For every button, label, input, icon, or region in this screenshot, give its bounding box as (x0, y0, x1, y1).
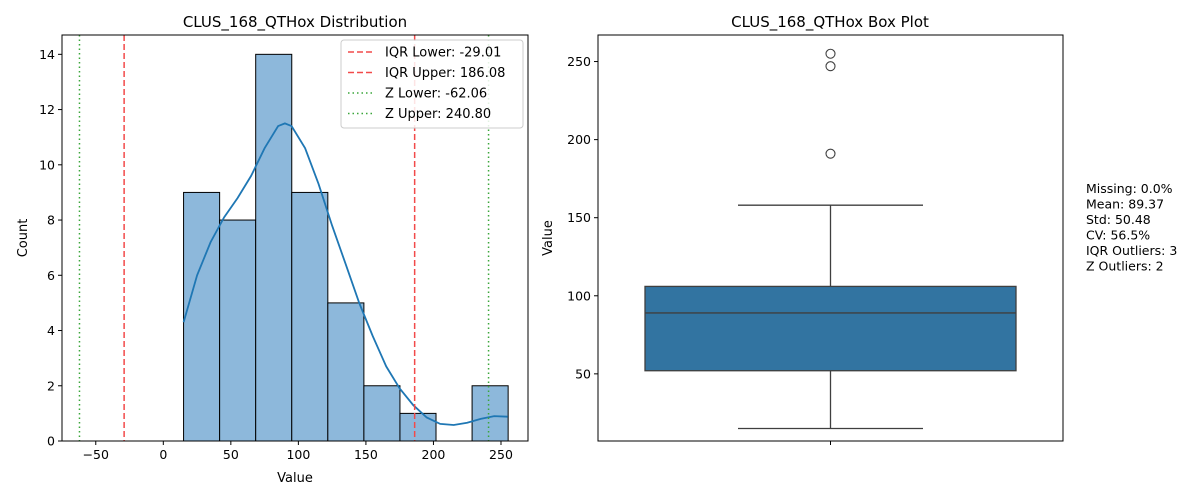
legend-frame (340, 39, 524, 129)
boxplot-y-tick-label: 200 (567, 132, 591, 147)
stats-line: Std: 50.48 (1086, 212, 1151, 227)
stats-line: Mean: 89.37 (1086, 197, 1164, 212)
histogram-title: CLUS_168_QTHox Distribution (183, 13, 407, 32)
boxplot-panel: CLUS_168_QTHox Box Plot 50 100 150 200 250 V… (541, 13, 1064, 445)
legend-label: IQR Lower: -29.01 (385, 46, 501, 61)
histogram-y-tick-label: 8 (47, 213, 55, 228)
boxplot-y-tick-label: 50 (575, 366, 591, 381)
histogram-legend: IQR Lower: -29.01 IQR Upper: 186.08 Z Lowe… (340, 39, 524, 129)
boxplot-y-tick-label: 250 (567, 54, 591, 69)
histogram-x-tick-label: 0 (159, 447, 167, 462)
histogram-panel: CLUS_168_QTHox Distribution −50 0 50 100 150… (16, 13, 529, 486)
histogram-bar (183, 191, 221, 442)
stats-line: Z Outliers: 2 (1086, 259, 1164, 274)
histogram-y-tick-label: 12 (39, 102, 55, 117)
histogram-bar (219, 219, 257, 442)
stats-line: IQR Outliers: 3 (1086, 243, 1177, 258)
histogram-x-tick-label: 250 (489, 447, 513, 462)
histogram-y-tick-label: 6 (47, 268, 55, 283)
histogram-y-tick-label: 14 (39, 47, 55, 62)
stats-line: Missing: 0.0% (1086, 181, 1173, 196)
iqr-box (644, 285, 1017, 372)
histogram-y-tick-label: 0 (47, 434, 55, 449)
histogram-bar (363, 385, 401, 442)
histogram-y-tick-label: 2 (47, 378, 55, 393)
histogram-y-tick-label: 10 (39, 157, 55, 172)
histogram-bar (327, 302, 365, 442)
histogram-y-axis-title: Count (16, 219, 31, 258)
outlier-point (825, 48, 836, 59)
histogram-x-axis-title: Value (277, 471, 313, 486)
histogram-bar (399, 412, 437, 442)
outlier-point (825, 148, 836, 159)
histogram-x-tick-label: 150 (354, 447, 378, 462)
outlier-point (825, 61, 836, 72)
histogram-x-tick-label: −50 (83, 447, 109, 462)
kde-curve (182, 122, 508, 426)
histogram-x-tick-label: 200 (422, 447, 446, 462)
histogram-bar (255, 53, 293, 442)
histogram-bar (291, 191, 329, 442)
legend-label: Z Upper: 240.80 (385, 107, 491, 122)
histogram-x-tick-label: 100 (286, 447, 310, 462)
boxplot-title: CLUS_168_QTHox Box Plot (731, 13, 929, 32)
legend-label: Z Lower: -62.06 (385, 87, 487, 102)
histogram-axes-frame (61, 34, 529, 442)
histogram-bar (471, 385, 509, 442)
stats-line: CV: 56.5% (1086, 228, 1150, 243)
legend-label: IQR Upper: 186.08 (385, 66, 505, 81)
histogram-x-tick-label: 50 (223, 447, 239, 462)
boxplot-y-axis-title: Value (541, 220, 556, 256)
histogram-y-tick-label: 4 (47, 323, 55, 338)
boxplot-y-tick-label: 100 (567, 288, 591, 303)
boxplot-y-tick-label: 150 (567, 210, 591, 225)
